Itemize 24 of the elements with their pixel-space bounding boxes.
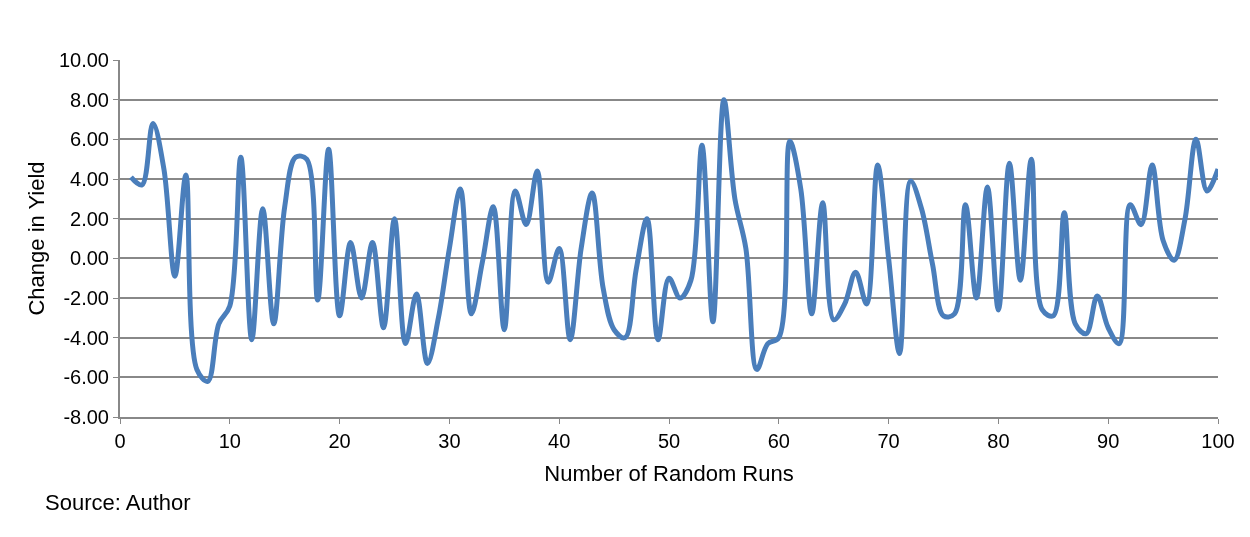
- x-tick-label: 80: [987, 430, 1010, 452]
- x-tick-label: 100: [1201, 430, 1235, 452]
- y-tick-label: -4.00: [63, 326, 109, 349]
- y-tick-label: -8.00: [63, 406, 109, 428]
- x-tick-label: 20: [328, 430, 351, 452]
- x-tick-label: 70: [877, 430, 900, 452]
- y-tick-label: 4.00: [70, 168, 109, 190]
- y-tick-label: -2.00: [63, 287, 109, 309]
- x-tick-label: 50: [657, 430, 681, 452]
- y-tick-label: 0.00: [70, 247, 109, 270]
- y-tick-label: 10.00: [58, 49, 109, 71]
- y-tick-label: 6.00: [70, 128, 109, 151]
- source-note: Source: Author: [45, 490, 191, 515]
- x-tick-label: 10: [218, 430, 241, 452]
- x-tick-label: 30: [438, 430, 461, 452]
- x-tick-label: 90: [1097, 430, 1120, 452]
- x-tick-label: 60: [767, 430, 790, 452]
- y-axis-title: Change in Yield: [24, 161, 50, 316]
- y-tick-label: 8.00: [70, 88, 109, 111]
- x-axis-title: Number of Random Runs: [544, 461, 794, 487]
- x-tick-label: 0: [114, 430, 126, 452]
- x-tick-label: 40: [548, 430, 571, 452]
- y-tick-label: -6.00: [63, 366, 109, 389]
- y-tick-label: 2.00: [70, 207, 109, 230]
